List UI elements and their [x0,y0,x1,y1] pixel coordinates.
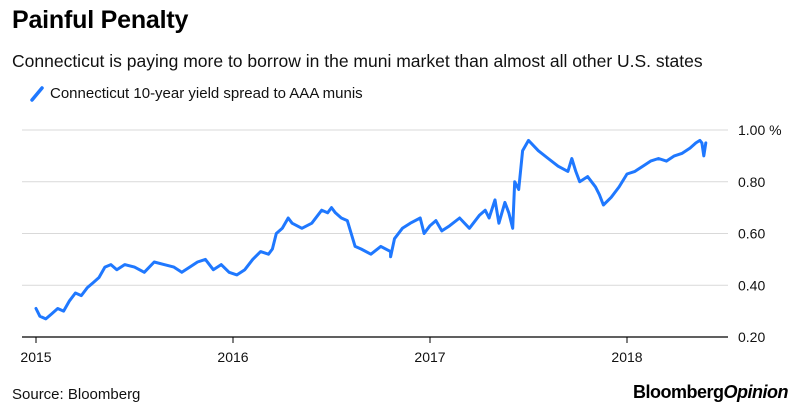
brand-logo: BloombergOpinion [633,382,789,403]
x-tick-label: 2016 [217,349,248,365]
legend-label: Connecticut 10-year yield spread to AAA … [50,85,363,102]
x-tick-label: 2015 [20,349,51,365]
chart-subtitle: Connecticut is paying more to borrow in … [12,51,703,71]
legend: Connecticut 10-year yield spread to AAA … [30,85,363,102]
chart-title: Painful Penalty [12,6,189,34]
x-tick-label: 2018 [611,349,642,365]
series-layer [34,138,708,321]
brand-part2: Opinion [723,382,789,402]
legend-swatch-icon [30,85,44,102]
y-tick-label: 0.60 [738,226,765,242]
x-tick-labels: 2015 2016 2017 2018 [20,349,642,365]
y-tick-label: 0.20 [738,329,765,345]
series-line-0 [34,138,708,321]
x-axis [22,336,728,343]
x-tick-label: 2017 [414,349,445,365]
y-tick-label: 0.80 [738,174,765,190]
y-axis: 0.20 0.40 0.60 0.80 1.00 % [738,122,782,345]
source-note: Source: Bloomberg [12,386,141,403]
gridlines [22,129,728,286]
y-tick-label: 0.40 [738,277,765,293]
brand-part1: Bloomberg [633,382,724,402]
y-tick-label: 1.00 % [738,122,782,138]
